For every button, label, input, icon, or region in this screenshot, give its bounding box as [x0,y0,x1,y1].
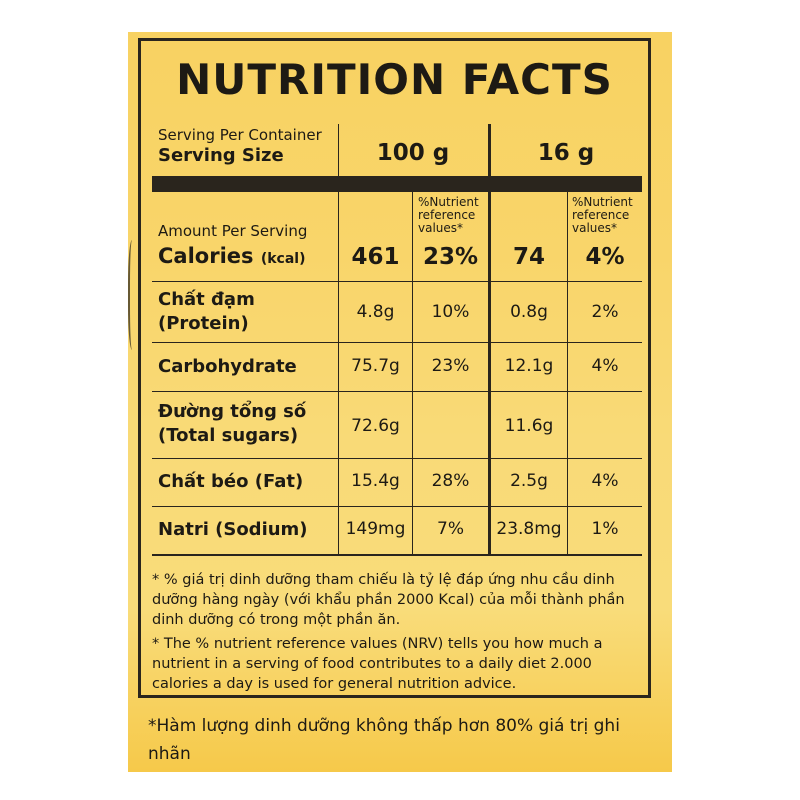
row-divider [152,342,642,343]
calories-16g-value: 74 [512,244,545,270]
column-divider-main [488,124,491,554]
protein-label-line1: Chất đạm [158,289,255,310]
fat-16g-nrv: 4% [591,471,619,491]
total-sugars-100g-value: 72.6g [351,416,400,436]
nutrition-table-frame [138,38,651,698]
protein-16g-value: 0.8g [510,302,548,322]
bottom-note: *Hàm lượng dinh dưỡng không thấp hơn 80%… [148,716,620,764]
amount-per-serving-label: Amount Per Serving [158,222,308,240]
calories-100g-nrv: 23% [422,244,479,270]
sodium-100g-value: 149mg [345,519,406,539]
sodium-16g-value: 23.8mg [496,519,562,539]
fat-16g-value: 2.5g [510,471,548,491]
footnote-vietnamese: * % giá trị dinh dưỡng tham chiếu là tỷ … [152,572,625,628]
serving-100g-header: 100 g [376,140,450,166]
total-sugars-label-line2: (Total sugars) [158,425,299,446]
label-background [128,32,672,772]
column-divider-2 [412,192,413,554]
total-sugars-16g-value: 11.6g [504,416,554,436]
total-sugars-label: Đường tổng số (Total sugars) [158,400,306,448]
thick-divider [152,176,642,192]
calories-16g-nrv: 4% [585,244,625,270]
row-divider [152,391,642,392]
calories-unit: (kcal) [260,251,306,267]
column-divider-1 [338,192,339,554]
fat-100g-value: 15.4g [351,471,400,491]
column-divider-3 [567,192,568,554]
total-sugars-label-line1: Đường tổng số [158,401,307,422]
nrv-header-16g: %Nutrient reference values* [572,195,633,235]
serving-size-label: Serving Size [158,145,284,166]
page-title: NUTRITION FACTS [176,55,613,104]
protein-label: Chất đạm (Protein) [158,288,255,336]
fat-label: Chất béo (Fat) [158,471,304,492]
row-divider [152,281,642,282]
sodium-100g-nrv: 7% [437,519,464,539]
nrv-header-100g: %Nutrient reference values* [418,195,479,235]
sodium-16g-nrv: 1% [591,519,619,539]
header-divider-left [338,124,339,176]
decorative-stroke [128,240,138,350]
calories-text: Calories [158,244,254,268]
sodium-label: Natri (Sodium) [158,519,308,540]
serving-16g-header: 16 g [537,140,595,166]
protein-16g-nrv: 2% [591,302,619,322]
carbohydrate-16g-value: 12.1g [504,356,554,376]
row-divider [152,458,642,459]
table-bottom-divider [152,554,642,556]
carbohydrate-100g-value: 75.7g [351,356,400,376]
row-divider [152,506,642,507]
carbohydrate-label: Carbohydrate [158,356,297,377]
calories-label: Calories (kcal) [158,244,305,268]
protein-100g-value: 4.8g [356,302,395,322]
protein-label-line2: (Protein) [158,313,249,334]
calories-100g-value: 461 [351,244,400,270]
carbohydrate-16g-nrv: 4% [591,356,619,376]
carbohydrate-100g-nrv: 23% [431,356,470,376]
footnote-english: * The % nutrient reference values (NRV) … [152,636,603,692]
serving-per-container-label: Serving Per Container [158,126,322,144]
fat-100g-nrv: 28% [431,471,470,491]
protein-100g-nrv: 10% [431,302,470,322]
